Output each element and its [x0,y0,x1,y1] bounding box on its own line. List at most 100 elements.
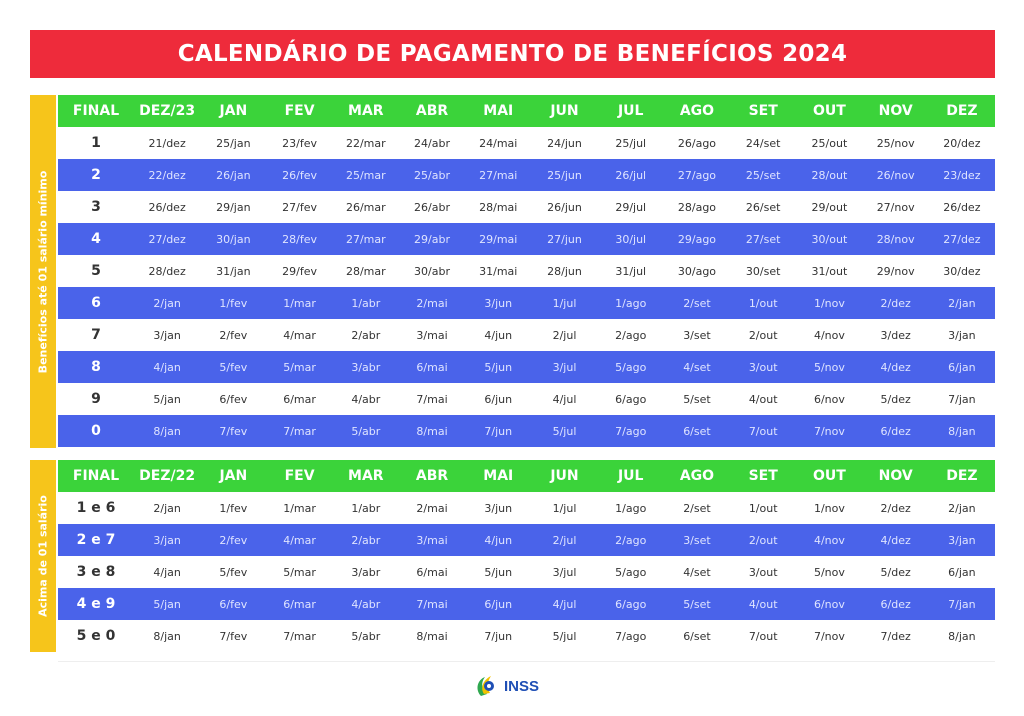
payment-date-cell: 2/mai [416,296,448,310]
payment-date-cell: 4/nov [813,533,845,547]
payment-table-above-minimum: FINAL DEZ/22 JAN FEV MAR ABR MAI JUN JUL AGO SET OU… [58,460,995,652]
table-header-row: FINAL DEZ/23 JAN FEV MAR ABR MAI JUN JUL AGO SET OU… [58,95,995,127]
payment-date-cell: 2/jan [948,501,976,515]
payment-date-cell: 29/abr [414,232,450,246]
column-header: AGO [679,468,715,484]
payment-date-cell: 7/jan [948,597,976,611]
column-header: OUT [813,103,846,119]
column-header: FEV [284,103,315,119]
payment-date-cell: 31/mai [479,264,518,278]
side-label: Acima de 01 salário [36,495,50,617]
payment-date-cell: 7/ago [615,629,647,643]
payment-date-cell: 7/mar [283,629,316,643]
payment-date-cell: 4/jun [484,328,513,342]
payment-date-cell: 1/nov [813,296,845,310]
payment-date-cell: 27/mai [479,168,518,182]
payment-date-cell: 1/out [748,296,778,310]
payment-date-cell: 31/out [811,264,848,278]
payment-date-cell: 30/jan [216,232,251,246]
payment-date-cell: 25/jun [547,168,582,182]
payment-date-cell: 6/mar [283,392,316,406]
payment-date-cell: 2/ago [615,328,647,342]
payment-date-cell: 2/abr [351,533,381,547]
payment-date-cell: 6/jun [484,597,513,611]
payment-date-cell: 7/mar [283,424,316,438]
payment-date-cell: 3/mai [416,328,448,342]
payment-date-cell: 20/dez [943,136,981,150]
table-row: 1 21/dez 25/jan 23/fev 22/mar 24/abr 24/mai 24/… [58,127,995,159]
final-digit-cell: 1 e 6 [76,500,116,516]
payment-date-cell: 23/dez [943,168,981,182]
payment-date-cell: 5/fev [219,360,248,374]
inss-logo: INSS [475,674,539,698]
payment-date-cell: 7/jun [484,424,513,438]
payment-date-cell: 25/abr [414,168,450,182]
table-row: 9 5/jan 6/fev 6/mar 4/abr 7/mai 6/jun 4/jul 6/ag… [58,383,995,415]
column-header: JUN [550,468,579,484]
payment-date-cell: 6/set [683,629,711,643]
table-row: 2 e 7 3/jan 2/fev 4/mar 2/abr 3/mai 4/jun 2/jul… [58,524,995,556]
payment-date-cell: 6/mai [416,360,448,374]
payment-date-cell: 2/set [683,296,711,310]
payment-date-cell: 5/nov [813,565,845,579]
payment-date-cell: 5/dez [880,565,911,579]
table-row: 3 26/dez 29/jan 27/fev 26/mar 26/abr 28/mai 26/… [58,191,995,223]
payment-date-cell: 7/nov [813,629,845,643]
payment-date-cell: 27/fev [282,200,317,214]
column-header: JUL [617,468,644,484]
payment-date-cell: 5/ago [615,360,647,374]
column-header: DEZ [946,103,978,119]
column-header: SET [748,468,778,484]
payment-date-cell: 6/jun [484,392,513,406]
payment-date-cell: 30/set [745,264,781,278]
payment-date-cell: 3/jan [948,328,976,342]
payment-date-cell: 25/set [745,168,781,182]
payment-date-cell: 23/fev [282,136,317,150]
divider [58,661,995,662]
payment-date-cell: 4/jul [552,597,577,611]
payment-date-cell: 2/dez [880,501,911,515]
payment-date-cell: 4/abr [351,597,381,611]
payment-date-cell: 29/out [811,200,848,214]
payment-date-cell: 5/jun [484,565,513,579]
payment-date-cell: 1/jul [552,501,577,515]
column-header: ABR [415,103,449,119]
side-label-band: Benefícios até 01 salário mínimo [30,95,56,448]
column-header: AGO [679,103,715,119]
column-header: SET [748,103,778,119]
payment-date-cell: 2/out [748,328,778,342]
final-digit-cell: 1 [91,135,101,151]
side-label: Benefícios até 01 salário mínimo [36,170,50,373]
payment-date-cell: 5/nov [813,360,845,374]
payment-date-cell: 4/mar [283,328,316,342]
payment-date-cell: 2/jan [153,296,181,310]
payment-date-cell: 4/abr [351,392,381,406]
payment-date-cell: 26/jun [547,200,582,214]
payment-date-cell: 2/fev [219,328,248,342]
payment-date-cell: 26/set [745,200,781,214]
payment-date-cell: 4/out [748,597,778,611]
payment-date-cell: 30/abr [414,264,450,278]
payment-date-cell: 25/out [811,136,848,150]
payment-date-cell: 26/jan [216,168,251,182]
payment-date-cell: 2/jan [153,501,181,515]
payment-date-cell: 24/jun [547,136,582,150]
payment-date-cell: 7/jan [948,392,976,406]
payment-date-cell: 6/ago [615,392,647,406]
column-header: DEZ/23 [139,103,196,119]
column-header: MAI [483,103,514,119]
payment-date-cell: 2/dez [880,296,911,310]
payment-date-cell: 6/nov [813,597,845,611]
payment-date-cell: 6/dez [880,597,911,611]
table-row: 5 e 0 8/jan 7/fev 7/mar 5/abr 8/mai 7/jun 5/jul… [58,620,995,652]
column-header: JAN [219,468,248,484]
payment-date-cell: 28/out [811,168,848,182]
payment-date-cell: 4/set [683,360,711,374]
payment-date-cell: 29/mai [479,232,518,246]
payment-date-cell: 25/nov [876,136,915,150]
payment-date-cell: 1/abr [351,501,381,515]
table-row: 5 28/dez 31/jan 29/fev 28/mar 30/abr 31/mai 28/… [58,255,995,287]
final-digit-cell: 3 e 8 [76,564,116,580]
payment-date-cell: 7/mai [416,392,448,406]
payment-date-cell: 28/dez [148,264,186,278]
